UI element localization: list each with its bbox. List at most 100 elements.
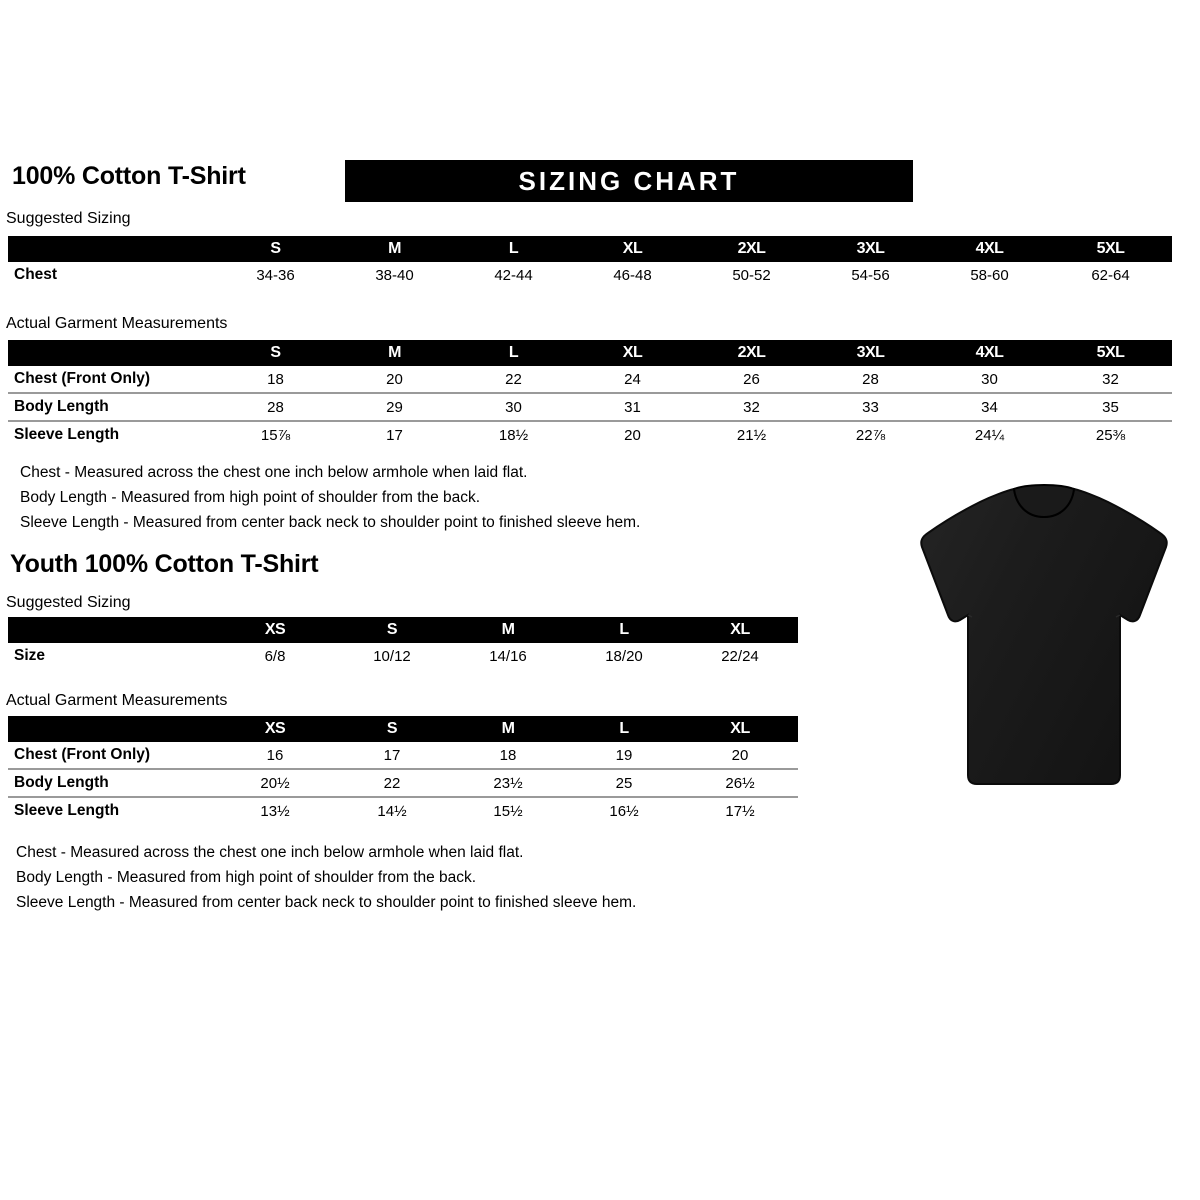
column-header-3xl: 3XL xyxy=(811,340,930,366)
row-label-size: Size xyxy=(14,647,46,664)
note-sleeve-length: Sleeve Length - Measured from center bac… xyxy=(16,894,637,911)
youth-garment-measurements-table: XS S M L XL Chest (Front Only) 16 17 18 … xyxy=(8,716,798,824)
adult-garment-measurements-table: S M L XL 2XL 3XL 4XL 5XL Chest (Front On… xyxy=(8,340,1172,448)
row-label-sleeve-length: Sleeve Length xyxy=(8,420,216,448)
sizing-chart-banner: SIZING CHART xyxy=(345,160,913,202)
cell-chest-xl: 46-48 xyxy=(613,266,652,284)
cell-sleevelength-s: 14½ xyxy=(334,796,450,824)
cell-sleevelength-xs: 13½ xyxy=(216,796,334,824)
column-header-xl: XL xyxy=(682,716,798,742)
youth-section-title: Youth 100% Cotton T-Shirt xyxy=(10,550,319,578)
column-header-l: L xyxy=(454,236,573,262)
header-row: 100% Cotton T-Shirt SIZING CHART xyxy=(8,160,1192,206)
column-header-l: L xyxy=(566,716,682,742)
cell-chestfront-m: 18 xyxy=(499,746,517,764)
cell-bodylength-xs: 20½ xyxy=(216,768,334,797)
cell-bodylength-s: 28 xyxy=(216,392,335,421)
table-row: Body Length 20½ 22 23½ 25 26½ xyxy=(8,768,798,797)
cell-chestfront-xs: 16 xyxy=(266,746,284,764)
column-header-blank xyxy=(8,236,216,262)
cell-sleevelength-2xl: 21½ xyxy=(692,420,811,448)
cell-sleevelength-5xl: 25⅜ xyxy=(1049,420,1172,448)
table-header-row: XS S M L XL xyxy=(8,617,798,643)
youth-measurement-notes: Chest - Measured across the chest one in… xyxy=(16,840,636,915)
column-header-s: S xyxy=(334,716,450,742)
cell-chestfront-l: 19 xyxy=(615,746,633,764)
note-sleeve-length: Sleeve Length - Measured from center bac… xyxy=(20,514,641,531)
cell-bodylength-3xl: 33 xyxy=(811,392,930,421)
column-header-s: S xyxy=(334,617,450,643)
cell-chestfront-5xl: 32 xyxy=(1102,370,1119,388)
cell-chest-3xl: 54-56 xyxy=(851,266,890,284)
column-header-xs: XS xyxy=(216,617,334,643)
row-label-chest-front-only: Chest (Front Only) xyxy=(14,370,151,387)
cell-chest-s: 34-36 xyxy=(256,266,295,284)
tshirt-icon xyxy=(920,483,1168,785)
cell-chest-m: 38-40 xyxy=(375,266,414,284)
cell-chest-2xl: 50-52 xyxy=(732,266,771,284)
table-header-row: S M L XL 2XL 3XL 4XL 5XL xyxy=(8,236,1172,262)
column-header-s: S xyxy=(216,340,335,366)
cell-chestfront-4xl: 30 xyxy=(981,370,998,388)
column-header-l: L xyxy=(454,340,573,366)
cell-bodylength-s: 22 xyxy=(334,768,450,797)
cell-chestfront-3xl: 28 xyxy=(862,370,879,388)
table-header-row: S M L XL 2XL 3XL 4XL 5XL xyxy=(8,340,1172,366)
cell-chestfront-m: 20 xyxy=(386,370,403,388)
cell-sleevelength-3xl: 22⅞ xyxy=(811,420,930,448)
cell-chestfront-s: 18 xyxy=(267,370,284,388)
cell-sleevelength-l: 18½ xyxy=(454,420,573,448)
column-header-xl: XL xyxy=(573,340,692,366)
table-row: Size 6/8 10/12 14/16 18/20 22/24 xyxy=(8,643,798,669)
column-header-xl: XL xyxy=(682,617,798,643)
column-header-m: M xyxy=(335,340,454,366)
column-header-blank xyxy=(8,340,216,366)
cell-size-m: 14/16 xyxy=(489,647,527,665)
column-header-3xl: 3XL xyxy=(811,236,930,262)
cell-bodylength-5xl: 35 xyxy=(1049,392,1172,421)
tshirt-illustration xyxy=(896,475,1192,805)
column-header-blank xyxy=(8,617,216,643)
cell-chestfront-xl: 20 xyxy=(731,746,749,764)
cell-sleevelength-xl: 17½ xyxy=(682,796,798,824)
cell-sleevelength-4xl: 24¼ xyxy=(930,420,1049,448)
table-row: Sleeve Length 13½ 14½ 15½ 16½ 17½ xyxy=(8,796,798,824)
table-row: Chest (Front Only) 18 20 22 24 26 28 30 … xyxy=(8,366,1172,393)
cell-chestfront-2xl: 26 xyxy=(743,370,760,388)
table-header-row: XS S M L XL xyxy=(8,716,798,742)
adult-garment-measurements-label: Actual Garment Measurements xyxy=(6,315,228,332)
cell-bodylength-l: 30 xyxy=(454,392,573,421)
cell-bodylength-4xl: 34 xyxy=(930,392,1049,421)
adult-suggested-sizing-table: S M L XL 2XL 3XL 4XL 5XL Chest 34-36 38-… xyxy=(8,236,1172,288)
column-header-s: S xyxy=(216,236,335,262)
cell-size-s: 10/12 xyxy=(373,647,411,665)
cell-sleevelength-m: 17 xyxy=(335,420,454,448)
cell-bodylength-xl: 26½ xyxy=(682,768,798,797)
cell-chest-5xl: 62-64 xyxy=(1091,266,1130,284)
table-row: Sleeve Length 15⅞ 17 18½ 20 21½ 22⅞ 24¼ … xyxy=(8,420,1172,448)
table-row: Body Length 28 29 30 31 32 33 34 35 xyxy=(8,392,1172,421)
column-header-4xl: 4XL xyxy=(930,236,1049,262)
cell-bodylength-2xl: 32 xyxy=(692,392,811,421)
row-label-body-length: Body Length xyxy=(8,392,216,421)
banner-title: SIZING CHART xyxy=(518,165,740,196)
cell-chestfront-l: 22 xyxy=(505,370,522,388)
youth-garment-measurements-label: Actual Garment Measurements xyxy=(6,692,228,709)
cell-chestfront-xl: 24 xyxy=(624,370,641,388)
table-row: Chest (Front Only) 16 17 18 19 20 xyxy=(8,742,798,769)
column-header-m: M xyxy=(450,716,566,742)
column-header-xs: XS xyxy=(216,716,334,742)
adult-suggested-sizing-label: Suggested Sizing xyxy=(6,210,131,227)
cell-bodylength-xl: 31 xyxy=(573,392,692,421)
column-header-5xl: 5XL xyxy=(1049,236,1172,262)
column-header-l: L xyxy=(566,617,682,643)
table-row: Chest 34-36 38-40 42-44 46-48 50-52 54-5… xyxy=(8,262,1172,288)
note-body-length: Body Length - Measured from high point o… xyxy=(16,869,477,886)
column-header-4xl: 4XL xyxy=(930,340,1049,366)
youth-suggested-sizing-table: XS S M L XL Size 6/8 10/12 14/16 18/20 2… xyxy=(8,617,798,669)
cell-sleevelength-l: 16½ xyxy=(566,796,682,824)
note-chest: Chest - Measured across the chest one in… xyxy=(16,844,524,861)
cell-size-xs: 6/8 xyxy=(264,647,286,665)
cell-size-l: 18/20 xyxy=(605,647,643,665)
